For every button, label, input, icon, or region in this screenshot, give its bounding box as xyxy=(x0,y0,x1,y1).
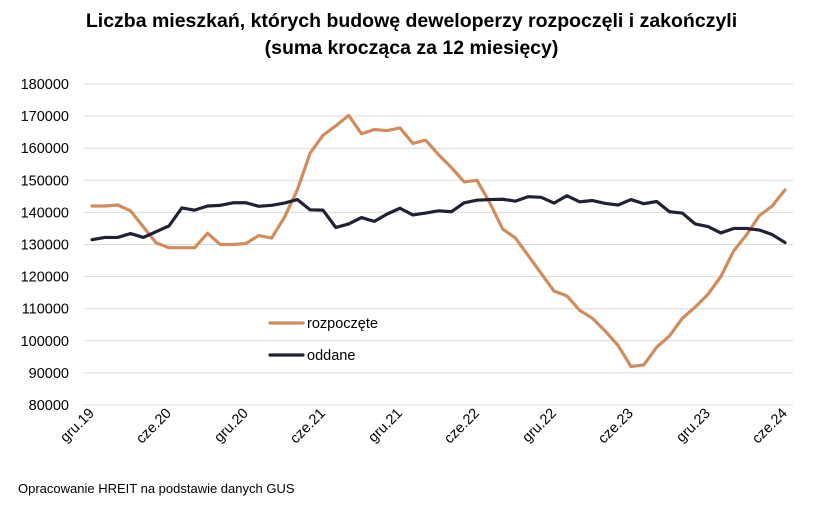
y-tick-label: 110000 xyxy=(22,302,69,318)
y-tick-label: 180000 xyxy=(21,77,69,93)
y-tick-label: 170000 xyxy=(21,109,69,125)
series-line-rozpoczete xyxy=(90,113,787,369)
series-lines xyxy=(90,113,787,369)
x-tick-label: gru.23 xyxy=(673,406,713,446)
x-tick-label: gru.22 xyxy=(519,406,559,446)
y-tick-label: 140000 xyxy=(21,205,69,221)
x-tick-label: cze.20 xyxy=(133,406,175,448)
y-tick-label: 100000 xyxy=(21,334,69,350)
legend-label: oddane xyxy=(307,348,355,364)
chart-title: Liczba mieszkań, których budowę dewelope… xyxy=(0,8,823,62)
source-note: Opracowanie HREIT na podstawie danych GU… xyxy=(18,481,295,496)
y-tick-label: 90000 xyxy=(29,366,69,382)
legend: rozpoczęte oddane xyxy=(268,316,378,364)
gridlines xyxy=(84,83,793,406)
x-tick-label: gru.21 xyxy=(365,406,405,446)
x-axis-labels: gru.19 cze.20 gru.20 cze.21 gru.21 cze.22 gru.… xyxy=(57,406,790,448)
chart-subtitle: (suma krocząca za 12 miesięcy) xyxy=(264,37,559,59)
x-tick-label: cze.22 xyxy=(441,406,483,448)
y-tick-label: 120000 xyxy=(21,270,69,286)
chart-title-line1: Liczba mieszkań, których budowę dewelope… xyxy=(85,10,738,32)
x-tick-label: cze.21 xyxy=(287,406,329,448)
x-tick-label: cze.23 xyxy=(595,406,637,448)
x-tick-label: gru.20 xyxy=(211,406,251,446)
y-axis-labels: 80000 90000 100000 110000 120000 130000 140000… xyxy=(21,77,69,414)
x-tick-label: cze.24 xyxy=(749,406,791,448)
y-tick-label: 150000 xyxy=(21,173,69,189)
y-tick-label: 80000 xyxy=(29,398,69,414)
y-tick-label: 160000 xyxy=(21,141,69,157)
legend-label: rozpoczęte xyxy=(307,316,378,332)
y-tick-label: 130000 xyxy=(21,238,69,254)
series-line-oddane xyxy=(90,194,787,245)
